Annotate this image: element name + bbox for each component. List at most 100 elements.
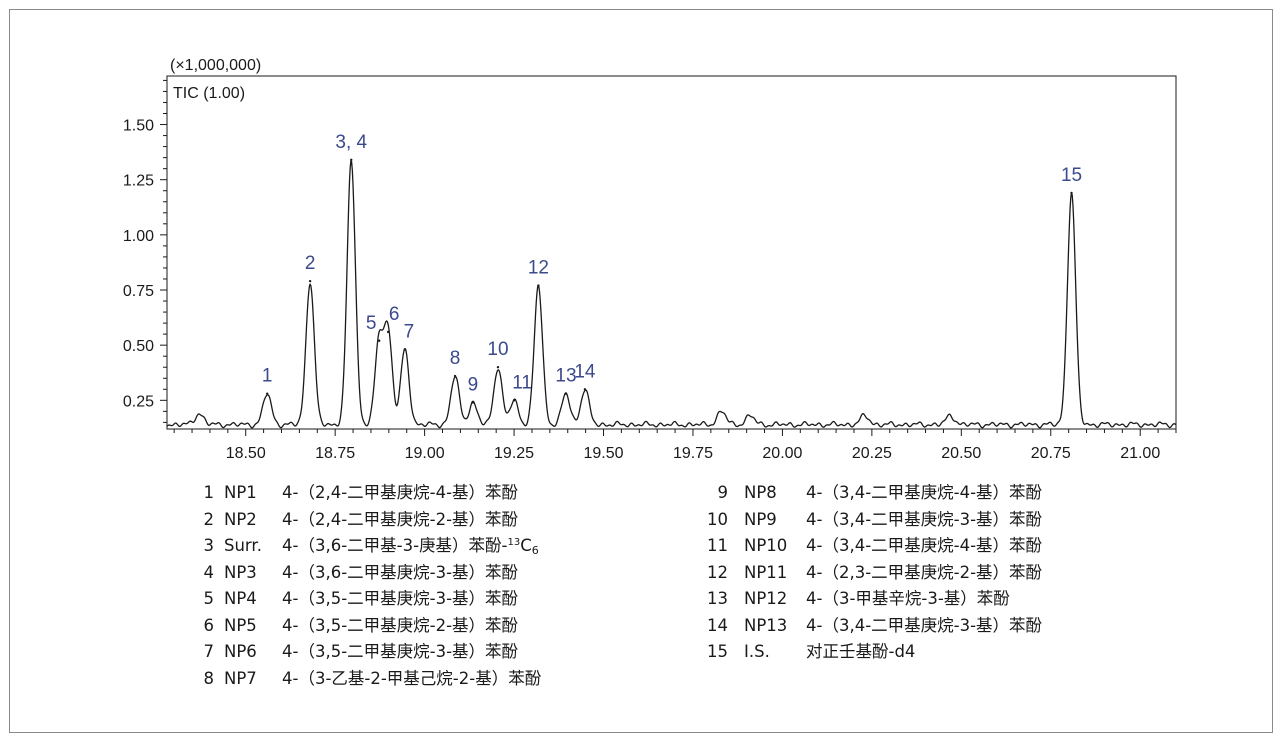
scale-label: (×1,000,000) [170, 57, 261, 74]
legend-number: 5 [203, 589, 215, 608]
legend-compound-name: 4-（3,4-二甲基庚烷-3-基）苯酚 [806, 615, 1043, 635]
peak-marker [537, 284, 540, 287]
legend-number: 4 [203, 562, 215, 582]
peak-marker [471, 401, 475, 404]
peak-marker [265, 392, 269, 395]
y-tick-label: 0.50 [123, 338, 154, 355]
peak-marker [453, 374, 457, 378]
legend-compound-name: 4-（3,6-二甲基庚烷-3-基）苯酚 [282, 562, 519, 582]
peak-label: 15 [1061, 165, 1082, 186]
x-tick-label: 19.25 [494, 445, 534, 462]
axes: 18.50 18.75 19.00 19.25 19.50 19.75 20.00 20.25… [123, 75, 1177, 462]
peak-label: 1 [262, 366, 273, 387]
legend-code: NP7 [224, 668, 257, 688]
legend-compound-name: 4-（2,4-二甲基庚烷-4-基）苯酚 [282, 483, 519, 502]
legend-compound-name: 4-（3,4-二甲基庚烷-4-基）苯酚 [806, 483, 1043, 502]
y-tick-label: 1.50 [123, 118, 154, 135]
legend-compound-name: 4-（3,6-二甲基-3-庚基）苯酚-13C6 [282, 534, 539, 558]
peak-marker [564, 392, 568, 395]
legend-code: NP5 [224, 615, 257, 635]
legend-number: 2 [203, 509, 215, 529]
isotope-superscript: 13 [507, 537, 521, 548]
legend-compound-name: 4-（3,5-二甲基庚烷-3-基）苯酚 [282, 642, 519, 661]
legend-compound-name: 4-（3,4-二甲基庚烷-4-基）苯酚 [806, 536, 1043, 555]
legend-number: 7 [203, 642, 215, 661]
peak-marker [350, 158, 353, 162]
legend-compound-name: 4-（3,5-二甲基庚烷-2-基）苯酚 [282, 615, 519, 635]
peak-label: 2 [305, 253, 316, 274]
x-tick-label: 20.25 [852, 445, 892, 462]
x-tick-label: 20.75 [1031, 445, 1071, 462]
x-tick-label: 20.00 [762, 445, 802, 462]
y-tick-label: 0.25 [123, 393, 154, 410]
legend-compound-name: 对正壬基酚-d4 [806, 642, 916, 661]
legend-compound-name: 4-（3,4-二甲基庚烷-3-基）苯酚 [806, 509, 1043, 529]
y-tick-label: 0.75 [123, 283, 154, 300]
peak-label: 6 [389, 304, 400, 325]
x-tick-label: 21.00 [1120, 445, 1160, 462]
tic-trace [166, 160, 1177, 429]
legend-number: 14 [707, 615, 728, 635]
legend-number: 1 [203, 483, 215, 502]
legend-compound-name: 4-（3-甲基辛烷-3-基）苯酚 [806, 589, 1010, 608]
legend-code: NP9 [744, 509, 777, 529]
legend-number: 6 [203, 615, 215, 635]
peak-label: 8 [450, 348, 461, 369]
element-symbol: C [520, 536, 532, 555]
legend-compound-name: 4-（3-乙基-2-甲基己烷-2-基）苯酚 [282, 668, 542, 688]
plot-border [166, 75, 1177, 430]
legend-number: 3 [203, 536, 215, 555]
series-label: TIC (1.00) [173, 85, 245, 102]
peak-marker [512, 399, 516, 402]
chromatogram-chart: (×1,000,000) TIC (1.00) 18.50 18.75 19.00 1… [123, 57, 1177, 462]
x-tick-label: 18.75 [315, 445, 355, 462]
legend-compound-name: 4-（2,4-二甲基庚烷-2-基）苯酚 [282, 509, 519, 529]
peak-marker [377, 339, 381, 342]
peak-label: 9 [468, 375, 479, 396]
x-tick-label: 19.50 [583, 445, 623, 462]
legend-code: I.S. [744, 642, 770, 661]
legend-number: 13 [707, 589, 728, 608]
legend-number: 15 [707, 642, 728, 661]
legend-code: NP10 [744, 536, 788, 555]
peak-label: 14 [574, 361, 596, 382]
peak-marker [1070, 191, 1073, 195]
legend-code: Surr. [224, 536, 262, 555]
peak-label: 10 [487, 339, 508, 360]
peak-marker [403, 348, 407, 351]
legend-code: NP13 [744, 615, 788, 635]
x-tick-label: 19.75 [673, 445, 713, 462]
count-subscript: 6 [531, 544, 539, 557]
legend-code: NP1 [224, 483, 257, 502]
x-tick-label: 18.50 [226, 445, 266, 462]
legend-number: 8 [203, 668, 215, 688]
x-tick-label: 19.00 [405, 445, 445, 462]
y-tick-label: 1.25 [123, 173, 154, 190]
legend-name-prefix: 4-（3,6-二甲基-3-庚基）苯酚- [282, 536, 508, 555]
legend-code: NP12 [744, 589, 788, 608]
legend-number: 11 [707, 536, 728, 555]
legend-code: NP8 [744, 483, 777, 502]
legend-code: NP4 [224, 589, 257, 608]
peak-label: 5 [366, 313, 377, 334]
legend-number: 12 [707, 562, 728, 582]
peak-label: 3, 4 [335, 132, 367, 153]
legend-compound-name: 4-（2,3-二甲基庚烷-2-基）苯酚 [806, 562, 1043, 582]
peak-marker [496, 366, 500, 369]
legend-number: 10 [707, 509, 728, 529]
y-tick-label: 1.00 [123, 228, 154, 245]
peak-label: 11 [512, 372, 532, 393]
peak-label: 12 [528, 258, 549, 279]
legend-compound-name: 4-（3,5-二甲基庚烷-3-基）苯酚 [282, 589, 519, 608]
peak-marker [386, 330, 390, 334]
legend-number: 9 [717, 483, 729, 502]
figure-frame [9, 9, 1273, 733]
legend-code: NP3 [224, 562, 257, 582]
legend-code: NP6 [224, 642, 257, 661]
peak-marker [308, 279, 312, 283]
x-tick-label: 20.50 [941, 445, 981, 462]
legend-code: NP2 [224, 509, 257, 529]
peak-marker [583, 388, 587, 391]
legend-code: NP11 [744, 562, 788, 582]
